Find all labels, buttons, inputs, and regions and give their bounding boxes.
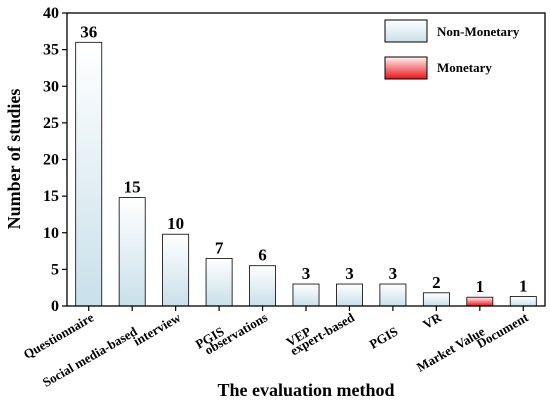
legend: Non-Monetary Monetary <box>384 19 520 80</box>
bar-document <box>509 296 537 307</box>
value-label: 1 <box>476 277 485 296</box>
y-tick-label: 10 <box>43 225 59 242</box>
value-label: 3 <box>345 264 354 283</box>
value-label: 6 <box>258 246 267 265</box>
x-category-label: PGIS <box>367 324 401 352</box>
y-axis-ticks: 0 5 10 15 20 25 30 35 40 <box>43 5 67 315</box>
y-axis-title: Number of studies <box>4 89 24 230</box>
bar-expert-based <box>336 283 363 307</box>
bars-group <box>75 41 537 307</box>
y-tick-label: 30 <box>43 78 59 95</box>
plot-frame <box>66 12 546 307</box>
bar-vep <box>292 283 320 307</box>
value-labels-group: 36 15 10 7 6 3 3 3 2 1 1 <box>80 22 527 296</box>
legend-label-non-monetary: Non-Monetary <box>437 24 520 39</box>
bar-pgis <box>379 283 407 307</box>
y-tick-label: 15 <box>43 188 59 205</box>
value-label: 3 <box>302 264 311 283</box>
y-tick-label: 20 <box>43 152 59 169</box>
bar-pgis <box>205 257 233 307</box>
bar-market-value <box>466 296 494 307</box>
y-tick-label: 5 <box>51 261 59 278</box>
legend-swatch-monetary <box>384 56 428 80</box>
x-axis-title: The evaluation method <box>217 380 394 400</box>
value-label: 3 <box>389 264 398 283</box>
value-label: 1 <box>519 276 528 295</box>
value-label: 36 <box>80 22 97 41</box>
bar-interview <box>162 233 190 307</box>
bar-social-media-based <box>118 197 146 307</box>
value-label: 7 <box>215 238 224 257</box>
value-label: 10 <box>167 214 184 233</box>
x-category-label: interview <box>131 309 184 348</box>
legend-label-monetary: Monetary <box>437 60 492 75</box>
legend-swatch-non-monetary <box>384 19 428 43</box>
x-category-label: Market Value <box>414 323 488 374</box>
y-tick-label: 0 <box>51 298 59 315</box>
x-category-label: VR <box>420 309 444 332</box>
bar-questionnaire <box>75 41 103 307</box>
y-tick-label: 40 <box>43 5 59 22</box>
value-label: 15 <box>124 178 141 197</box>
bar-vr <box>422 292 450 307</box>
value-label: 2 <box>432 273 441 292</box>
bar-observations <box>249 265 276 307</box>
y-tick-label: 25 <box>43 115 59 132</box>
y-tick-label: 35 <box>43 42 59 59</box>
